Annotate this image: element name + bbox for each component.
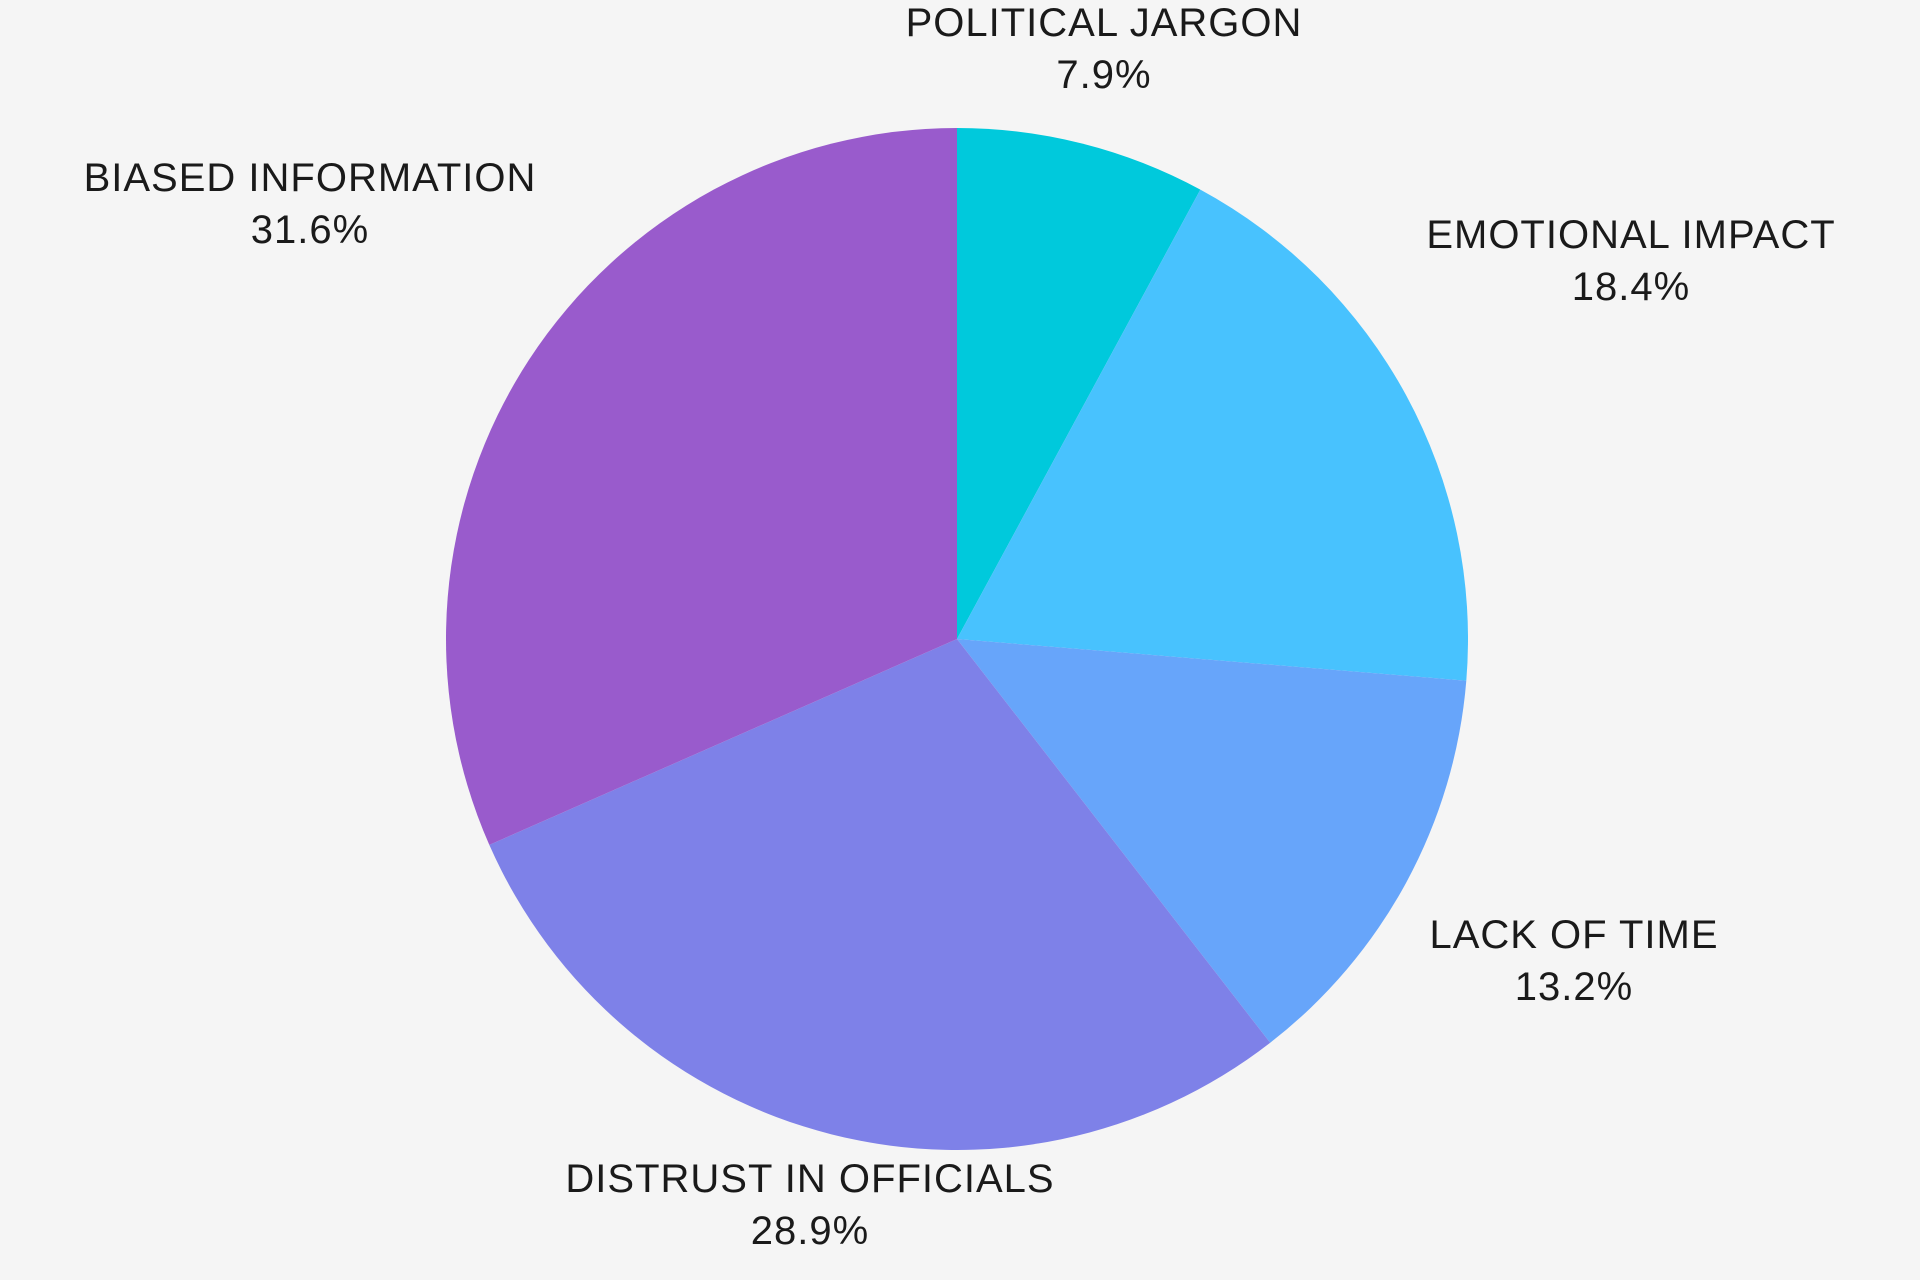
pie-slice-lack-of-time [957, 639, 1467, 1043]
slice-label-distrust-in-officials: DISTRUST IN OFFICIALS [565, 1157, 1054, 1201]
slice-value-distrust-in-officials: 28.9% [751, 1209, 869, 1253]
pie-slice-political-jargon [957, 128, 1201, 639]
slice-value-emotional-impact: 18.4% [1572, 265, 1690, 309]
pie-slice-emotional-impact [957, 189, 1468, 681]
slice-value-lack-of-time: 13.2% [1515, 965, 1633, 1009]
pie-slice-biased-information [446, 128, 957, 845]
pie-slice-distrust-in-officials [489, 639, 1271, 1150]
slice-value-biased-information: 31.6% [251, 208, 369, 252]
labels-layer: POLITICAL JARGON 7.9% EMOTIONAL IMPACT 18.4… [84, 1, 1835, 1253]
slice-label-lack-of-time: LACK OF TIME [1429, 913, 1718, 957]
slice-value-political-jargon: 7.9% [1056, 53, 1151, 97]
slice-label-biased-information: BIASED INFORMATION [84, 156, 537, 200]
slice-label-emotional-impact: EMOTIONAL IMPACT [1426, 213, 1835, 257]
slices-layer [446, 128, 1468, 1150]
slice-label-political-jargon: POLITICAL JARGON [906, 1, 1303, 45]
